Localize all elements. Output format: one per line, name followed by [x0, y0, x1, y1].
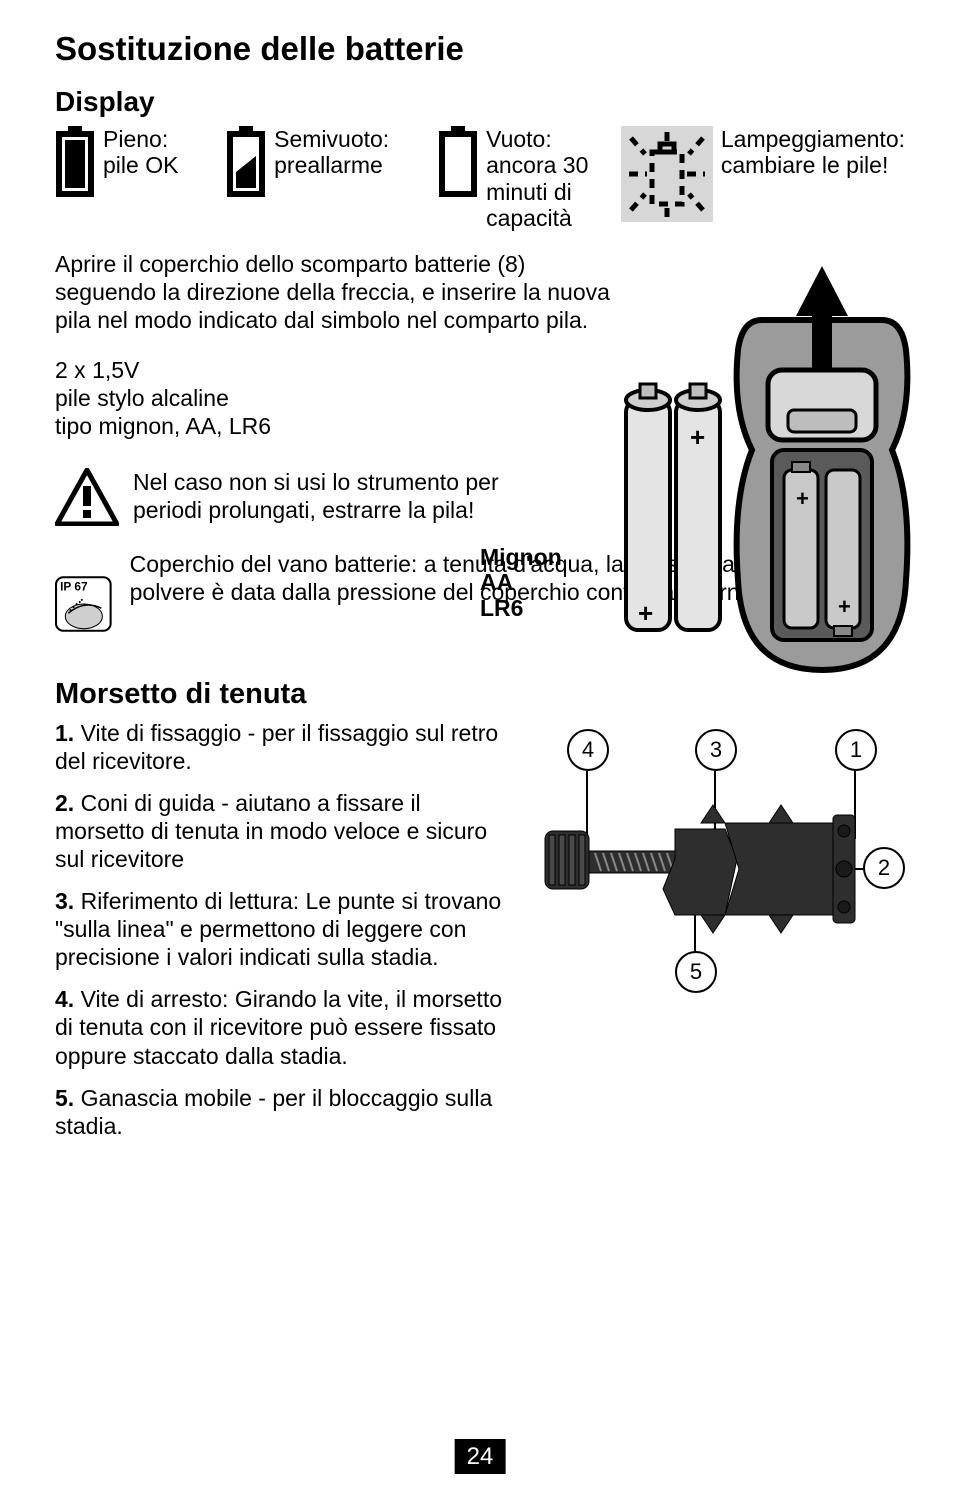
battery-half-label: Semivuoto:: [274, 126, 389, 152]
morsetto-item-3: 3. Riferimento di lettura: Le punte si t…: [55, 887, 505, 971]
battery-empty-desc: ancora 30 minuti di capacità: [486, 152, 613, 231]
battery-full-icon: [55, 126, 95, 198]
mignon-label-block: Mignon AA LR6: [480, 545, 562, 621]
morsetto-area: 1. Vite di fissaggio - per il fissaggio …: [55, 719, 905, 1154]
page-number: 24: [455, 1439, 506, 1474]
warning-text: Nel caso non si usi lo strumento per per…: [133, 468, 553, 524]
morsetto-item-2: 2. Coni di guida - aiutano a fissare il …: [55, 789, 505, 873]
ip67-badge-text: IP 67: [60, 580, 88, 594]
battery-half-desc: preallarme: [274, 152, 389, 178]
warning-icon: [55, 468, 119, 526]
ip67-badge-icon: IP 67: [55, 550, 112, 658]
spec-l1: 2 x 1,5V: [55, 357, 139, 383]
battery-state-empty: Vuoto: ancora 30 minuti di capacità: [438, 126, 613, 232]
battery-empty-icon: [438, 126, 478, 198]
device-battery-compartment-icon: + + + +: [592, 260, 912, 690]
battery-state-half: Semivuoto: preallarme: [226, 126, 430, 232]
morsetto-item-5: 5. Ganascia mobile - per il bloccaggio s…: [55, 1084, 505, 1140]
display-heading: Display: [55, 86, 905, 118]
mignon-l3: LR6: [480, 595, 523, 621]
spec-l2: pile stylo alcaline: [55, 385, 229, 411]
svg-text:+: +: [796, 486, 809, 511]
morsetto-list: 1. Vite di fissaggio - per il fissaggio …: [55, 719, 505, 1154]
spec-l3: tipo mignon, AA, LR6: [55, 413, 271, 439]
morsetto-item-4: 4. Vite di arresto: Girando la vite, il …: [55, 985, 505, 1069]
clamp-diagram: 4 3 1 2 5: [525, 719, 905, 1019]
callout-1: 1: [835, 729, 877, 771]
battery-empty-label: Vuoto:: [486, 126, 613, 152]
svg-text:+: +: [638, 598, 653, 628]
battery-blink-icon: [621, 126, 713, 222]
battery-full-label: Pieno:: [103, 126, 178, 152]
battery-state-full: Pieno: pile OK: [55, 126, 218, 232]
page-title: Sostituzione delle batterie: [55, 30, 905, 68]
morsetto-item-1: 1. Vite di fissaggio - per il fissaggio …: [55, 719, 505, 775]
svg-text:+: +: [838, 594, 851, 619]
battery-full-desc: pile OK: [103, 152, 178, 178]
svg-text:+: +: [690, 422, 705, 452]
open-instructions: Aprire il coperchio dello scomparto batt…: [55, 250, 615, 334]
page-number-box: 24: [455, 1443, 506, 1471]
battery-blink-label: Lampeggiamento:: [721, 126, 905, 152]
callout-4: 4: [567, 729, 609, 771]
mignon-l2: AA: [480, 569, 513, 595]
battery-states-row: Pieno: pile OK Semivuoto: preallarme Vuo…: [55, 126, 905, 232]
callout-3: 3: [695, 729, 737, 771]
callout-2: 2: [863, 847, 905, 889]
battery-blink-desc: cambiare le pile!: [721, 152, 905, 178]
battery-state-blink: Lampeggiamento: cambiare le pile!: [621, 126, 905, 232]
mignon-l1: Mignon: [480, 544, 562, 570]
callout-5: 5: [675, 951, 717, 993]
battery-half-icon: [226, 126, 266, 198]
